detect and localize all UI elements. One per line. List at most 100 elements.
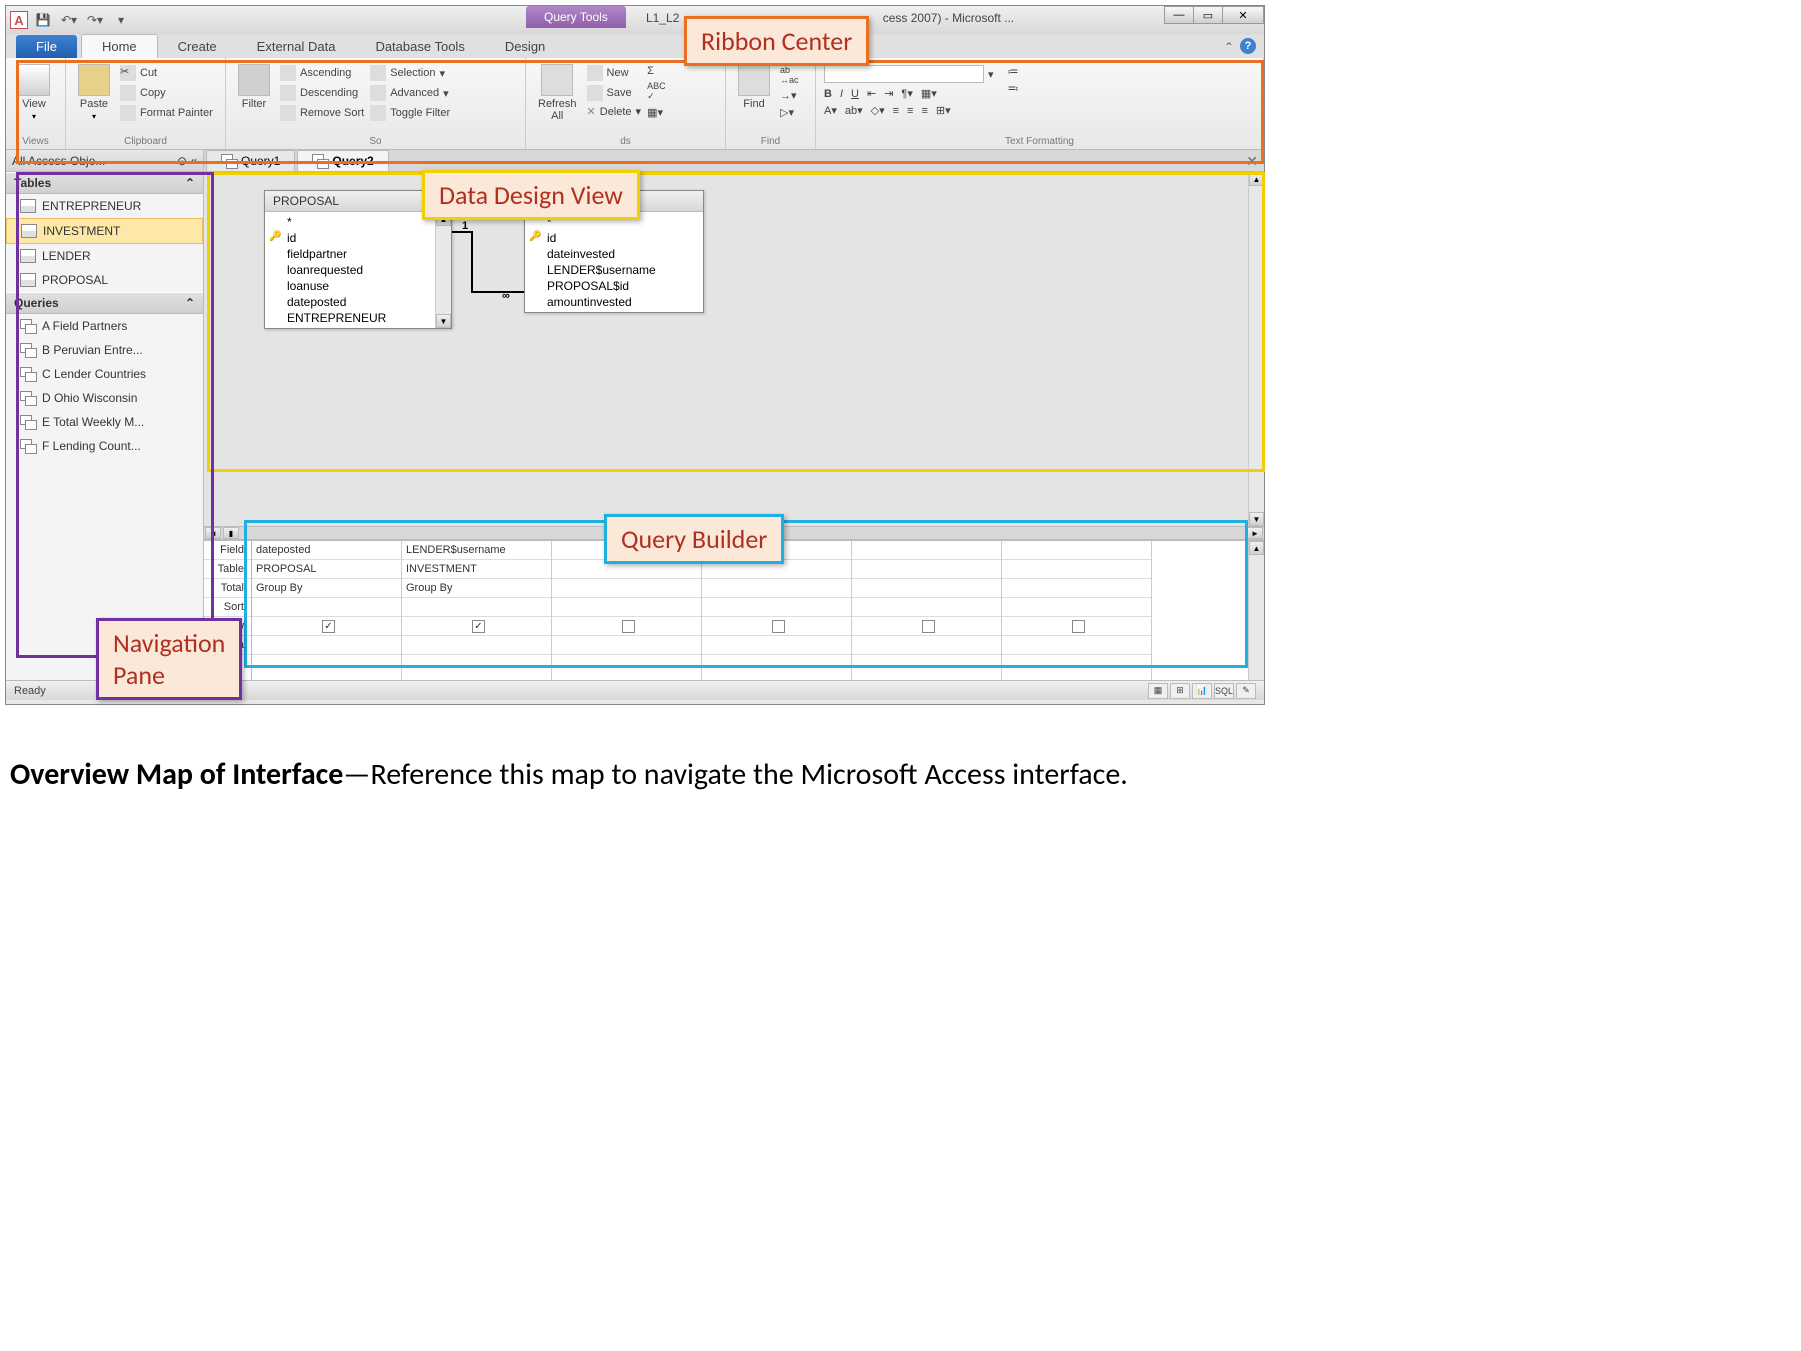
field-row[interactable]: id — [265, 230, 451, 246]
field-row[interactable]: ENTREPRENEUR — [265, 310, 451, 326]
scroll-up-icon[interactable]: ▲ — [1249, 172, 1264, 186]
remove-sort-button[interactable]: Remove Sort — [280, 104, 364, 122]
grid-cell[interactable] — [702, 598, 851, 617]
nav-section-queries[interactable]: Queries⌃ — [6, 292, 203, 314]
align-left-button[interactable]: ≡ — [893, 105, 899, 117]
font-combo[interactable]: ▾ — [824, 64, 994, 84]
close-button[interactable]: ✕ — [1222, 6, 1264, 24]
grid-cell[interactable] — [852, 617, 1001, 636]
gridlines-button[interactable]: ⊞▾ — [936, 104, 951, 117]
grid-cell[interactable] — [1002, 617, 1151, 636]
nav-query-item[interactable]: E Total Weekly M... — [6, 410, 203, 434]
redo-icon[interactable]: ↷▾ — [84, 10, 106, 30]
nav-query-item[interactable]: B Peruvian Entre... — [6, 338, 203, 362]
grid-column[interactable]: LENDER$usernameINVESTMENTGroup By✓ — [402, 541, 552, 680]
scroll-down-icon[interactable]: ▼ — [436, 314, 451, 328]
bold-button[interactable]: B — [824, 88, 832, 100]
format-painter-button[interactable]: Format Painter — [120, 104, 213, 122]
align-center-button[interactable]: ≡ — [907, 105, 913, 117]
grid-cell[interactable]: Group By — [402, 579, 551, 598]
scroll-down-icon[interactable]: ▼ — [1249, 512, 1264, 526]
selection-button[interactable]: Selection ▾ — [370, 64, 450, 82]
help-icon[interactable]: ? — [1240, 38, 1256, 54]
grid-cell[interactable] — [852, 541, 1001, 560]
sql-view-icon[interactable]: SQL — [1214, 683, 1234, 699]
grid-cell[interactable] — [1002, 560, 1151, 579]
design-view[interactable]: PROPOSAL *idfieldpartnerloanrequestedloa… — [204, 172, 1264, 526]
nav-table-item[interactable]: LENDER — [6, 244, 203, 268]
vertical-scrollbar[interactable]: ▲ ▼ — [1248, 172, 1264, 526]
grid-cell[interactable] — [252, 636, 401, 655]
bullets-button[interactable]: ≔ — [1008, 64, 1019, 79]
font-color-button[interactable]: A▾ — [824, 104, 837, 117]
nav-query-item[interactable]: F Lending Count... — [6, 434, 203, 458]
nav-table-item[interactable]: ENTREPRENEUR — [6, 194, 203, 218]
field-row[interactable]: id — [525, 230, 703, 246]
grid-button[interactable]: ▦▾ — [921, 87, 937, 100]
grid-cell[interactable] — [852, 579, 1001, 598]
grid-cell[interactable] — [552, 636, 701, 655]
spelling-button[interactable]: ABC✓ — [647, 80, 666, 103]
new-button[interactable]: New — [587, 64, 642, 82]
field-row[interactable]: dateinvested — [525, 246, 703, 262]
chart-view-icon[interactable]: 📊 — [1192, 683, 1212, 699]
more-button[interactable]: ▦▾ — [647, 105, 666, 120]
doctab-query2[interactable]: Query2 — [297, 150, 388, 171]
align-right-button[interactable]: ≡ — [921, 105, 927, 117]
save-icon[interactable]: 💾 — [32, 10, 54, 30]
save-record-button[interactable]: Save — [587, 84, 642, 102]
descending-button[interactable]: Descending — [280, 84, 364, 102]
grid-column[interactable]: datepostedPROPOSALGroup By✓ — [252, 541, 402, 680]
show-checkbox[interactable] — [622, 620, 635, 633]
field-row[interactable]: loanrequested — [265, 262, 451, 278]
toggle-filter-button[interactable]: Toggle Filter — [370, 104, 450, 122]
nav-section-tables[interactable]: Tables⌃ — [6, 172, 203, 194]
nav-header[interactable]: All Access Obje...⊙ « — [6, 150, 203, 172]
field-row[interactable]: PROPOSAL$id — [525, 278, 703, 294]
grid-cell[interactable] — [402, 636, 551, 655]
nav-table-item[interactable]: PROPOSAL — [6, 268, 203, 292]
nav-query-item[interactable]: A Field Partners — [6, 314, 203, 338]
grid-cell[interactable] — [402, 598, 551, 617]
grid-column[interactable] — [1002, 541, 1152, 680]
tab-home[interactable]: Home — [81, 34, 158, 58]
goto-button[interactable]: →▾ — [780, 88, 799, 103]
cut-button[interactable]: ✂Cut — [120, 64, 213, 82]
scroll-left-icon[interactable]: ◄ — [205, 527, 221, 539]
tab-design[interactable]: Design — [485, 35, 565, 58]
grid-cell[interactable]: PROPOSAL — [252, 560, 401, 579]
underline-button[interactable]: U — [851, 88, 859, 100]
numbering-button[interactable]: ≕ — [1008, 81, 1019, 96]
show-checkbox[interactable]: ✓ — [322, 620, 335, 633]
grid-cell[interactable]: INVESTMENT — [402, 560, 551, 579]
field-row[interactable]: amountinvested — [525, 294, 703, 310]
tab-external-data[interactable]: External Data — [237, 35, 356, 58]
grid-cell[interactable] — [852, 636, 1001, 655]
grid-cell[interactable]: dateposted — [252, 541, 401, 560]
grid-cell[interactable] — [852, 560, 1001, 579]
grid-cell[interactable] — [552, 579, 701, 598]
indent-increase-button[interactable]: ⇥ — [884, 87, 893, 100]
datasheet-view-icon[interactable]: ▦ — [1148, 683, 1168, 699]
grid-cell[interactable]: LENDER$username — [402, 541, 551, 560]
show-checkbox[interactable] — [772, 620, 785, 633]
fill-button[interactable]: ◇▾ — [871, 104, 885, 117]
tab-create[interactable]: Create — [158, 35, 237, 58]
show-checkbox[interactable] — [922, 620, 935, 633]
grid-cell[interactable] — [1002, 598, 1151, 617]
grid-cell[interactable] — [252, 598, 401, 617]
italic-button[interactable]: I — [840, 88, 843, 100]
grid-cell[interactable] — [702, 636, 851, 655]
scroll-up-icon[interactable]: ▲ — [1249, 541, 1264, 555]
design-view-icon[interactable]: ✎ — [1236, 683, 1256, 699]
qat-customize-icon[interactable]: ▾ — [110, 10, 132, 30]
doctab-close-icon[interactable]: ✕ — [1246, 153, 1258, 170]
select-button[interactable]: ▷▾ — [780, 105, 799, 120]
minimize-button[interactable]: — — [1164, 6, 1194, 24]
indent-decrease-button[interactable]: ⇤ — [867, 87, 876, 100]
grid-cell[interactable] — [852, 598, 1001, 617]
grid-column[interactable] — [852, 541, 1002, 680]
field-row[interactable]: loanuse — [265, 278, 451, 294]
field-row[interactable]: fieldpartner — [265, 246, 451, 262]
show-checkbox[interactable] — [1072, 620, 1085, 633]
